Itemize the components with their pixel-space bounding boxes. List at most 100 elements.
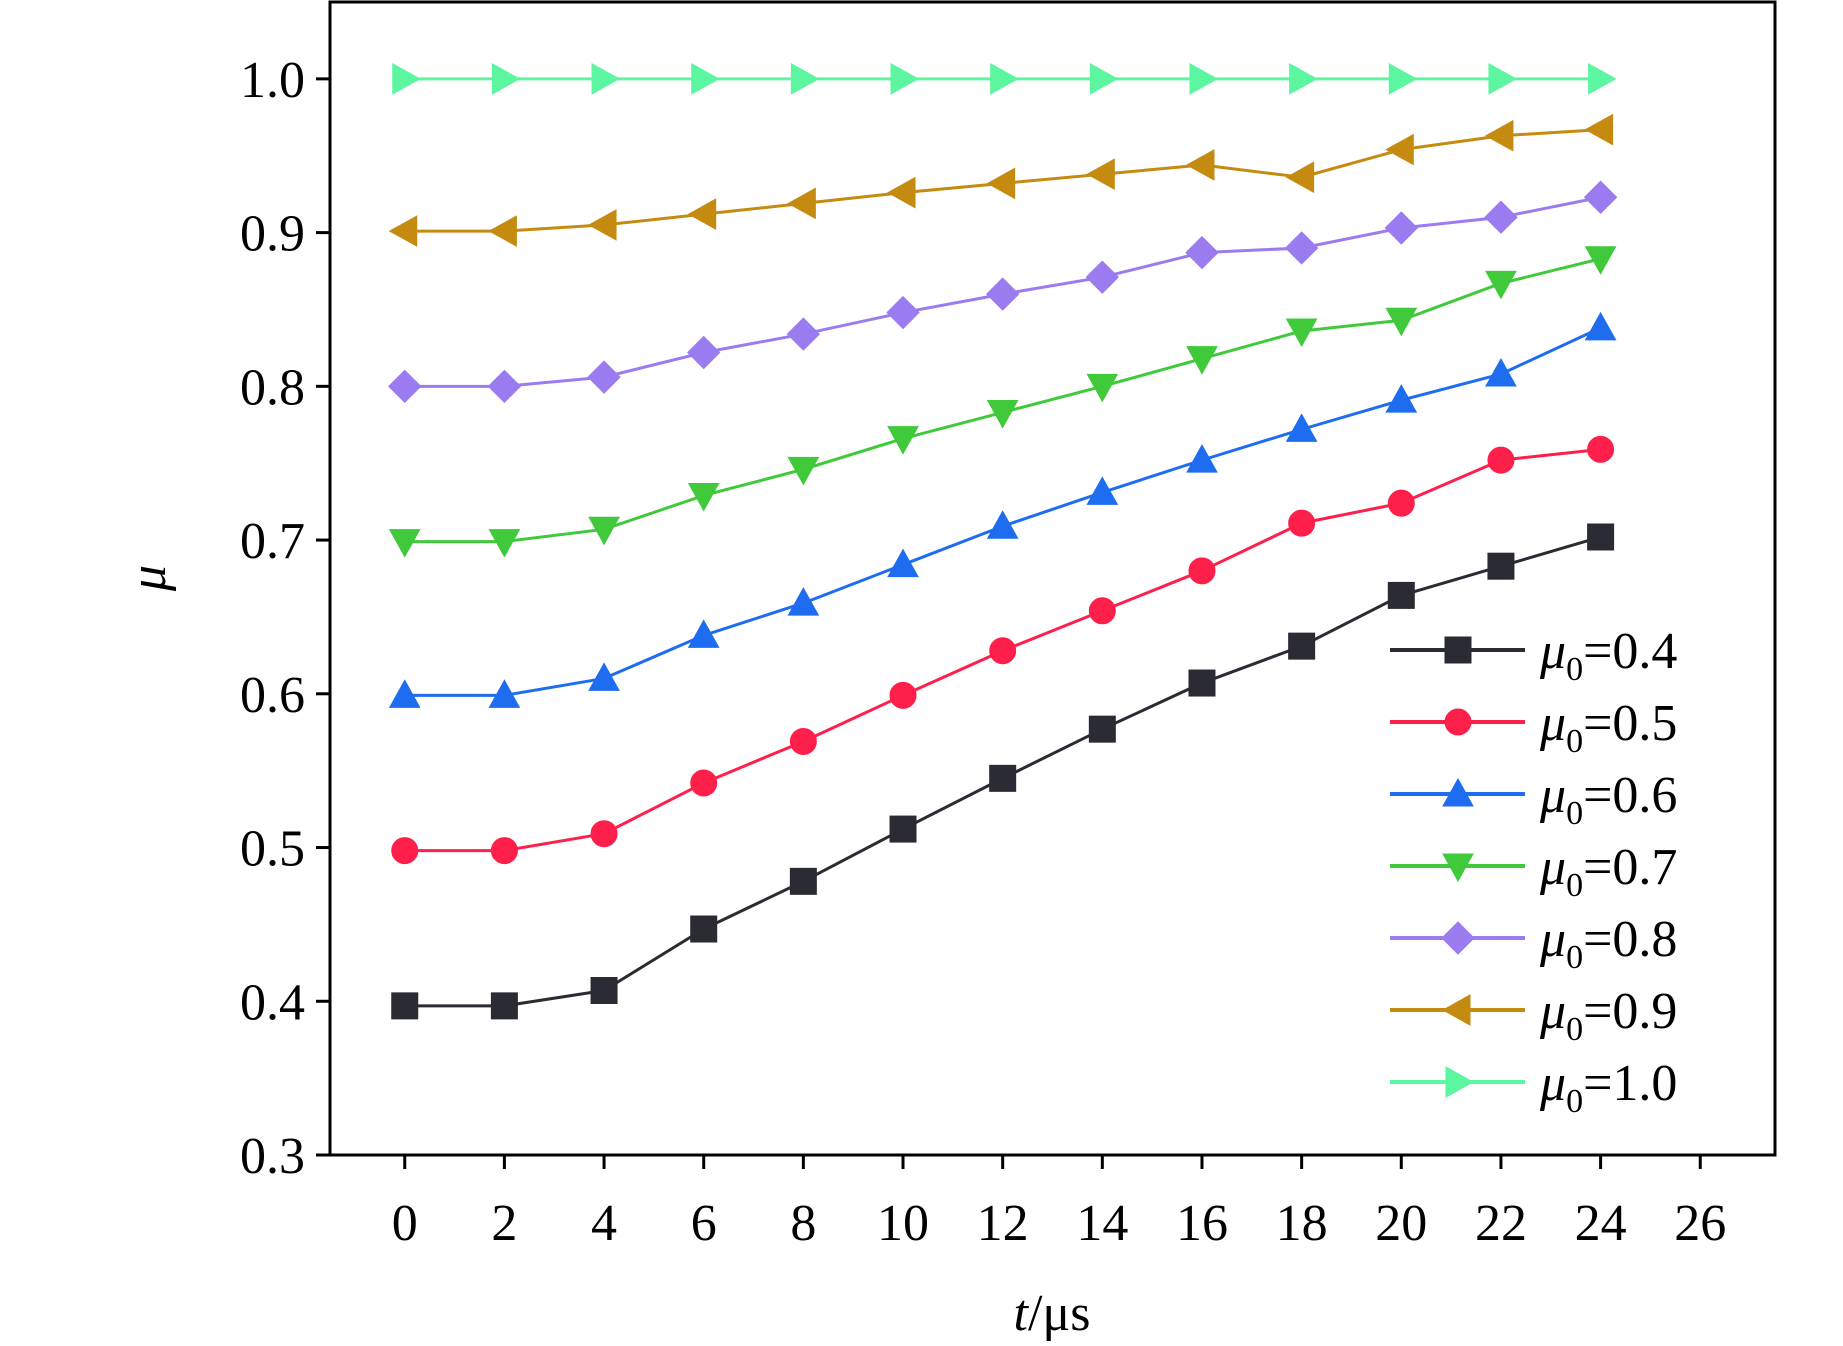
data-point xyxy=(1285,161,1315,194)
data-point xyxy=(1487,552,1515,580)
data-point xyxy=(1086,373,1119,403)
data-point xyxy=(687,198,717,231)
legend-marker xyxy=(1444,708,1472,736)
y-tick-label: 0.9 xyxy=(240,206,305,263)
data-point xyxy=(1086,476,1119,505)
legend-marker xyxy=(1442,853,1474,883)
x-tick-label: 22 xyxy=(1475,1195,1527,1252)
data-point xyxy=(1583,180,1618,214)
data-point xyxy=(889,815,917,843)
data-point xyxy=(886,295,920,330)
data-point xyxy=(687,619,720,648)
data-point xyxy=(1485,270,1517,300)
data-point xyxy=(1488,63,1517,95)
y-tick-label: 0.4 xyxy=(240,974,305,1031)
legend-label: μ0=0.9 xyxy=(1539,983,1677,1048)
series-1 xyxy=(391,435,1615,865)
x-tick-label: 10 xyxy=(877,1195,929,1252)
data-point xyxy=(787,456,820,486)
legend-marker xyxy=(1444,636,1472,664)
data-point xyxy=(388,369,422,404)
data-point xyxy=(790,63,820,95)
data-point xyxy=(690,915,718,943)
data-point xyxy=(789,867,817,895)
data-point xyxy=(986,510,1019,539)
data-point xyxy=(789,727,817,755)
data-point xyxy=(591,63,621,95)
data-point xyxy=(686,335,721,370)
data-point xyxy=(588,516,620,546)
data-point xyxy=(392,63,421,95)
x-tick-label: 2 xyxy=(491,1195,517,1252)
data-point xyxy=(1584,311,1617,341)
data-point xyxy=(391,992,419,1020)
data-point xyxy=(787,587,820,616)
y-tick-label: 0.8 xyxy=(240,359,305,416)
data-point xyxy=(388,529,421,558)
x-tick-label: 4 xyxy=(591,1195,617,1252)
y-tick-label: 1.0 xyxy=(240,52,305,109)
x-tick-label: 0 xyxy=(392,1195,418,1252)
data-point xyxy=(488,215,517,247)
data-point xyxy=(1484,119,1514,152)
legend-label: μ0=0.5 xyxy=(1539,695,1677,760)
legend-marker xyxy=(1445,1066,1475,1098)
data-point xyxy=(1289,63,1318,95)
x-tick-label: 18 xyxy=(1276,1195,1328,1252)
legend-label: μ0=1.0 xyxy=(1539,1055,1677,1120)
data-point xyxy=(1484,200,1518,234)
x-tick-label: 20 xyxy=(1375,1195,1427,1252)
data-point xyxy=(1288,509,1316,537)
data-point xyxy=(1088,597,1116,625)
data-point xyxy=(1588,63,1617,95)
x-tick-label: 12 xyxy=(977,1195,1029,1252)
series-2 xyxy=(388,311,1617,708)
data-point xyxy=(886,176,916,209)
data-point xyxy=(588,662,620,691)
y-axis-label: μ xyxy=(120,565,177,592)
y-tick-label: 0.3 xyxy=(240,1128,305,1185)
x-tick-label: 14 xyxy=(1076,1195,1128,1252)
data-point xyxy=(1485,358,1517,387)
series-layer xyxy=(388,63,1618,1020)
data-point xyxy=(1189,63,1219,95)
data-point xyxy=(1385,133,1414,166)
series-5 xyxy=(388,113,1614,247)
data-point xyxy=(1388,63,1418,95)
data-point xyxy=(1384,211,1419,245)
data-point xyxy=(687,482,720,512)
data-point xyxy=(1285,318,1318,348)
data-point xyxy=(587,360,621,394)
data-point xyxy=(590,977,618,1005)
data-point xyxy=(1186,444,1218,473)
data-point xyxy=(890,63,920,95)
y-tick-label: 0.7 xyxy=(240,513,305,570)
data-point xyxy=(388,215,418,247)
data-point xyxy=(986,167,1016,200)
series-3 xyxy=(388,246,1617,558)
x-axis-ticks: 0 2 4 6 8 10 12 14 16 18 20 22 24 26 xyxy=(392,1155,1726,1252)
data-point xyxy=(989,637,1017,665)
legend-entry: μ0=0.5 xyxy=(1390,695,1677,760)
legend-marker xyxy=(1441,921,1475,955)
data-point xyxy=(1288,632,1316,660)
data-point xyxy=(1584,113,1614,146)
legend-label: μ0=0.7 xyxy=(1539,839,1677,904)
data-point xyxy=(1089,63,1119,95)
legend-entry: μ0=0.7 xyxy=(1390,839,1677,904)
data-point xyxy=(990,63,1019,95)
y-axis-ticks: 0.3 0.4 0.5 0.6 0.7 0.8 0.9 1.0 xyxy=(240,52,330,1185)
legend-entry: μ0=0.6 xyxy=(1390,767,1677,832)
x-tick-label: 24 xyxy=(1575,1195,1627,1252)
data-point xyxy=(590,820,618,848)
legend-label: μ0=0.6 xyxy=(1539,767,1677,832)
data-point xyxy=(691,63,720,95)
data-point xyxy=(1188,669,1216,697)
legend-entry: μ0=1.0 xyxy=(1390,1055,1677,1120)
data-point xyxy=(787,187,816,220)
data-point xyxy=(887,426,919,455)
x-axis-label: t/μs xyxy=(1013,1285,1090,1342)
data-point xyxy=(986,399,1019,429)
legend-entry: μ0=0.8 xyxy=(1390,911,1677,976)
